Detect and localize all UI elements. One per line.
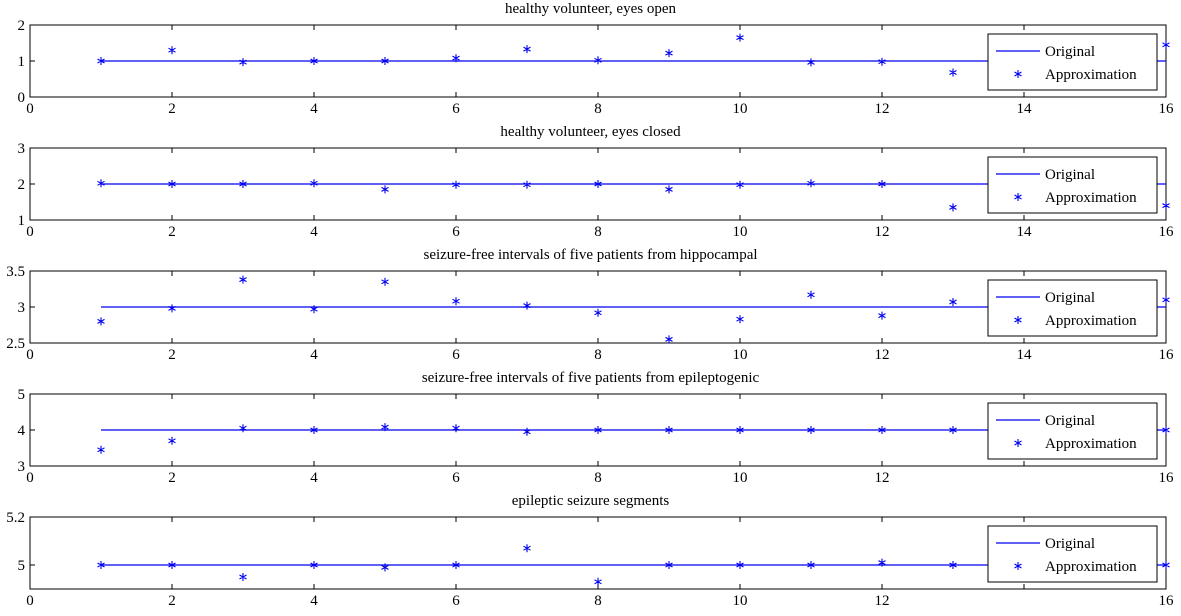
- x-tick-label: 10: [733, 593, 748, 609]
- legend: Original Approximation: [987, 156, 1158, 214]
- y-tick-label: 1: [18, 213, 26, 229]
- x-tick-label: 4: [310, 347, 318, 363]
- legend: Original Approximation: [987, 279, 1158, 337]
- legend-original-label: Original: [1045, 167, 1095, 183]
- x-tick-label: 12: [875, 470, 890, 486]
- x-tick-label: 10: [733, 347, 748, 363]
- x-tick-label: 0: [26, 347, 34, 363]
- legend-approximation-label: Approximation: [1045, 436, 1137, 452]
- legend-asterisk-sample: [1014, 439, 1022, 447]
- x-tick-label: 10: [733, 224, 748, 240]
- subplot-title: healthy volunteer, eyes closed: [500, 124, 681, 140]
- y-tick-label: 3: [18, 300, 26, 316]
- legend: Original Approximation: [987, 402, 1158, 460]
- y-tick-label: 5.2: [6, 510, 25, 526]
- x-tick-label: 0: [26, 470, 34, 486]
- x-tick-label: 6: [452, 101, 460, 117]
- legend-box: [987, 33, 1158, 91]
- legend-box: [987, 156, 1158, 214]
- legend-original-label: Original: [1045, 290, 1095, 306]
- x-tick-label: 16: [1159, 347, 1175, 363]
- subplot-title: seizure-free intervals of five patients …: [421, 370, 760, 386]
- y-tick-label: 5: [18, 558, 26, 574]
- x-tick-label: 8: [594, 224, 602, 240]
- y-tick-label: 2.5: [6, 336, 25, 352]
- subplot-epileptic-seizure-segments: epileptic seizure segments 0 2 4 6 8 10 12 16 5 5…: [0, 492, 1181, 615]
- x-tick-label: 6: [452, 593, 460, 609]
- x-tick-label: 8: [594, 470, 602, 486]
- y-tick-label: 0: [18, 90, 26, 106]
- legend-asterisk-sample: [1014, 193, 1022, 201]
- x-tick-label: 4: [310, 224, 318, 240]
- x-tick-label: 16: [1159, 224, 1175, 240]
- x-tick-label: 6: [452, 470, 460, 486]
- x-tick-label: 12: [875, 347, 890, 363]
- subplot-seizure-free-hippocampal: seizure-free intervals of five patients …: [0, 246, 1181, 369]
- legend-approximation-label: Approximation: [1045, 313, 1137, 329]
- subplot-seizure-free-epileptogenic: seizure-free intervals of five patients …: [0, 369, 1181, 492]
- x-tick-label: 12: [875, 101, 890, 117]
- x-tick-label: 0: [26, 224, 34, 240]
- x-tick-label: 0: [26, 593, 34, 609]
- legend-box: [987, 402, 1158, 460]
- x-tick-label: 10: [733, 470, 748, 486]
- x-tick-label: 4: [310, 101, 318, 117]
- x-tick-label: 14: [1017, 224, 1033, 240]
- legend-approximation-label: Approximation: [1045, 190, 1137, 206]
- y-tick-label: 3.5: [6, 264, 25, 280]
- legend-original-label: Original: [1045, 536, 1095, 552]
- x-tick-label: 6: [452, 224, 460, 240]
- x-tick-label: 10: [733, 101, 748, 117]
- y-tick-label: 4: [18, 423, 26, 439]
- legend-asterisk-sample: [1014, 70, 1022, 78]
- x-tick-label: 2: [168, 224, 176, 240]
- y-tick-label: 2: [18, 18, 26, 34]
- x-tick-label: 16: [1159, 593, 1175, 609]
- x-tick-label: 8: [594, 347, 602, 363]
- legend: Original Approximation: [987, 33, 1158, 91]
- x-tick-label: 0: [26, 101, 34, 117]
- subplot-healthy-eyes-closed: healthy volunteer, eyes closed 0 2 4 6 8 10 12…: [0, 123, 1181, 246]
- x-tick-label: 6: [452, 347, 460, 363]
- plot-area-seizure-free-hippocampal: 0 2 4 6 8 10 12 14 16 2.5 3 3.5 Original Approximatio…: [6, 264, 1175, 363]
- y-tick-label: 1: [18, 54, 26, 70]
- y-tick-label: 3: [18, 459, 26, 475]
- subplot-title: epileptic seizure segments: [511, 493, 670, 509]
- x-tick-label: 2: [168, 347, 176, 363]
- legend-box: [987, 279, 1158, 337]
- plot-area-seizure-free-epileptogenic: 0 2 4 6 8 10 12 16 3 4 5 Original Approximation: [18, 387, 1175, 486]
- legend: Original Approximation: [987, 525, 1158, 583]
- legend-approximation-label: Approximation: [1045, 67, 1137, 83]
- x-tick-label: 14: [1017, 101, 1033, 117]
- legend-approximation-label: Approximation: [1045, 559, 1137, 575]
- y-tick-label: 5: [18, 387, 26, 403]
- legend-asterisk-sample: [1014, 562, 1022, 570]
- x-tick-label: 2: [168, 101, 176, 117]
- x-tick-label: 14: [1017, 347, 1033, 363]
- x-tick-label: 2: [168, 470, 176, 486]
- x-tick-label: 8: [594, 101, 602, 117]
- y-tick-label: 3: [18, 141, 26, 157]
- x-tick-label: 4: [310, 470, 318, 486]
- x-tick-label: 12: [875, 593, 890, 609]
- subplot-title: seizure-free intervals of five patients …: [423, 247, 758, 263]
- subplot-title: healthy volunteer, eyes open: [504, 1, 676, 17]
- x-tick-label: 8: [594, 593, 602, 609]
- legend-original-label: Original: [1045, 44, 1095, 60]
- x-tick-label: 12: [875, 224, 890, 240]
- x-tick-label: 16: [1159, 470, 1175, 486]
- x-tick-label: 2: [168, 593, 176, 609]
- y-tick-label: 2: [18, 177, 26, 193]
- legend-asterisk-sample: [1014, 316, 1022, 324]
- legend-box: [987, 525, 1158, 583]
- legend-original-label: Original: [1045, 413, 1095, 429]
- subplot-healthy-eyes-open: healthy volunteer, eyes open 0 2 4 6 8 10 12 14…: [0, 0, 1181, 123]
- plot-area-epileptic-seizure-segments: 0 2 4 6 8 10 12 16 5 5.2 Original Approximation: [6, 510, 1175, 609]
- x-tick-label: 4: [310, 593, 318, 609]
- x-tick-label: 16: [1159, 101, 1175, 117]
